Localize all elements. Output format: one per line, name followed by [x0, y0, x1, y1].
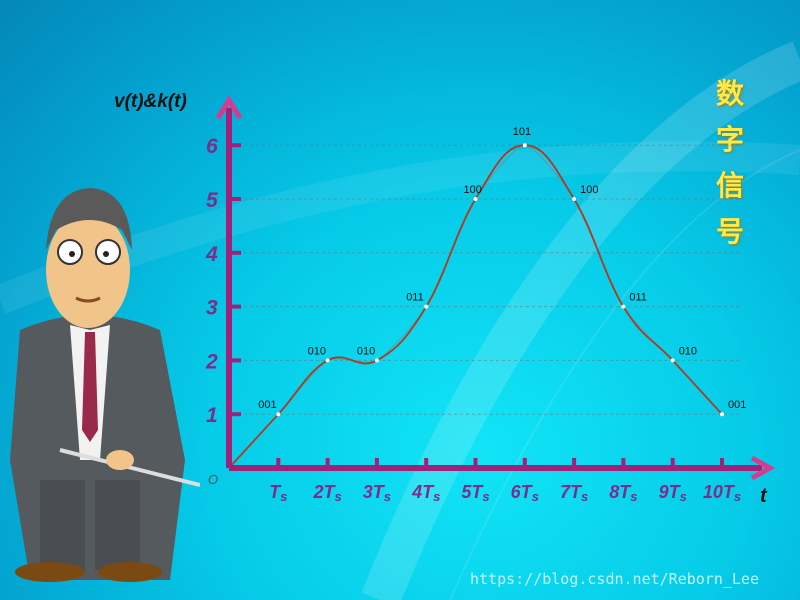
x-tick-label: 7Ts	[560, 482, 588, 504]
x-tick-label: 9Ts	[659, 482, 687, 504]
y-tick-label: 5	[206, 189, 218, 212]
x-tick-label: 6Ts	[511, 482, 539, 504]
data-point	[424, 304, 429, 309]
data-point	[621, 304, 626, 309]
teacher-cartoon	[10, 188, 200, 582]
x-axis-arrow-icon	[750, 455, 776, 481]
x-tick-label: 10Ts	[703, 482, 741, 504]
slide-title-char: 信	[716, 169, 745, 202]
slide-title-char: 字	[716, 123, 745, 156]
point-label: 010	[308, 345, 326, 357]
x-tick-label: 4Ts	[411, 482, 440, 504]
point-label: 001	[728, 399, 746, 411]
data-point	[276, 412, 281, 417]
watermark: https://blog.csdn.net/Reborn_Lee	[470, 570, 759, 588]
point-label: 100	[580, 184, 598, 196]
data-point	[572, 197, 577, 201]
point-label: 011	[406, 292, 424, 304]
y-tick-label: 4	[205, 243, 218, 266]
point-label: 001	[258, 399, 276, 411]
origin-label: O	[208, 472, 218, 487]
x-tick-label: 2Ts	[312, 482, 341, 504]
slide-title-char: 数	[716, 77, 745, 110]
point-label: 100	[464, 184, 482, 196]
x-tick-label: Ts	[269, 482, 287, 504]
x-axis-label: t	[760, 485, 768, 507]
point-label: 101	[513, 126, 531, 138]
data-point	[720, 412, 724, 417]
slide-title-char: 号	[716, 215, 745, 248]
y-axis-arrow-icon	[215, 95, 243, 120]
y-axis-label: v(t)&k(t)	[114, 91, 187, 112]
point-label: 010	[357, 345, 375, 357]
data-point	[522, 143, 527, 148]
x-tick-label: 3Ts	[363, 482, 391, 504]
y-tick-label: 6	[206, 135, 218, 158]
data-point	[325, 358, 330, 363]
y-tick-label: 3	[206, 297, 218, 320]
data-point	[473, 197, 478, 201]
x-tick-label: 8Ts	[609, 482, 637, 504]
data-point	[374, 358, 379, 363]
data-point	[670, 358, 675, 363]
point-label: 011	[629, 292, 647, 304]
point-label: 010	[679, 345, 697, 357]
y-tick-label: 2	[205, 350, 218, 373]
x-tick-label: 5Ts	[461, 482, 489, 504]
y-tick-label: 1	[206, 404, 218, 427]
